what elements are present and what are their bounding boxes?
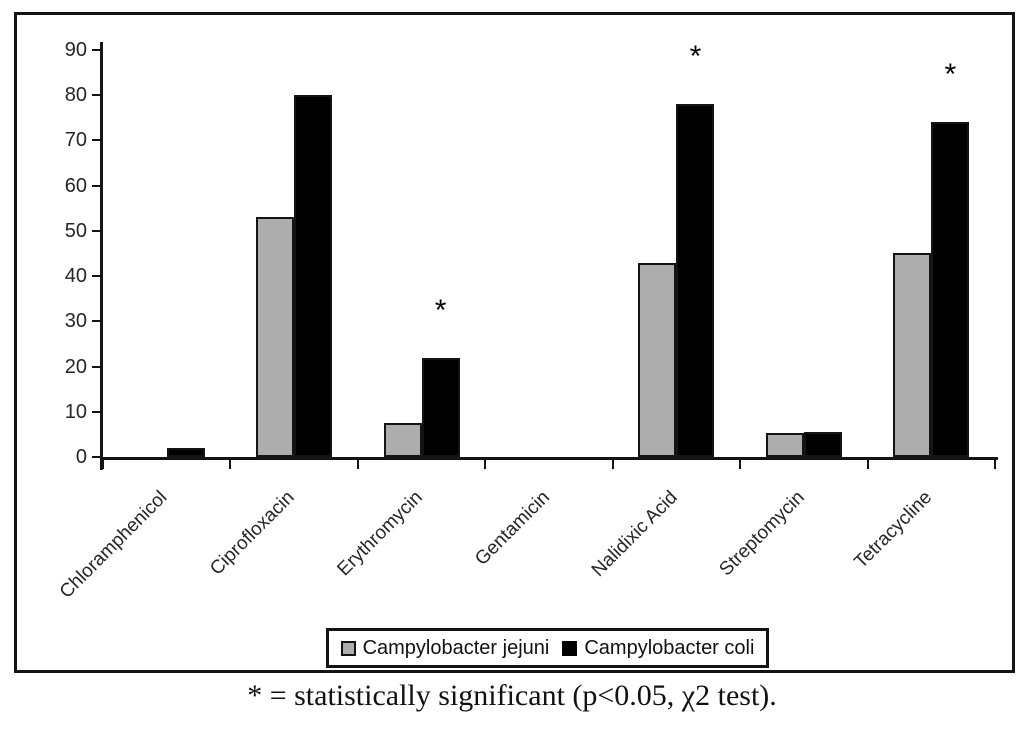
y-axis-tick-label: 30 bbox=[64, 310, 87, 333]
y-axis-tick-label: 20 bbox=[64, 355, 87, 378]
bar-coli-1 bbox=[294, 95, 333, 457]
legend-label-coli: Campylobacter coli bbox=[584, 636, 755, 659]
y-axis-tick-label: 10 bbox=[64, 400, 87, 423]
bar-jejuni-5 bbox=[765, 433, 804, 457]
bar-coli-4 bbox=[676, 104, 715, 457]
x-axis-label-1: Ciprofloxacin bbox=[206, 487, 300, 580]
y-axis-tick bbox=[92, 410, 101, 413]
bar-coli-2 bbox=[421, 358, 460, 457]
bar-jejuni-4 bbox=[638, 263, 677, 457]
bar-jejuni-6 bbox=[893, 253, 932, 457]
x-axis-label-6: Tetracycline bbox=[850, 487, 937, 573]
y-axis-tick-label: 60 bbox=[64, 174, 87, 197]
y-axis-tick-label: 0 bbox=[75, 446, 87, 468]
legend-label-jejuni: Campylobacter jejuni bbox=[362, 636, 550, 659]
bar-coli-5 bbox=[803, 432, 842, 457]
y-axis-tick bbox=[92, 320, 101, 323]
y-axis-tick bbox=[92, 275, 101, 278]
y-axis-tick bbox=[92, 94, 101, 97]
x-axis-label-5: Streptomycin bbox=[715, 487, 809, 581]
y-axis-tick bbox=[92, 49, 101, 51]
y-axis-tick bbox=[92, 139, 101, 142]
y-axis-tick-label: 80 bbox=[64, 84, 87, 107]
x-axis-label-4: Nalidixic Acid bbox=[587, 487, 682, 582]
y-axis-line bbox=[100, 42, 103, 470]
legend-swatch-jejuni bbox=[340, 640, 356, 656]
significance-star-2: * bbox=[434, 293, 447, 327]
x-axis-tick bbox=[611, 457, 614, 469]
x-axis-line bbox=[100, 457, 998, 460]
y-axis-tick-label: 90 bbox=[64, 39, 87, 61]
y-axis-tick bbox=[92, 365, 101, 368]
x-axis-label-3: Gentamicin bbox=[471, 487, 554, 570]
y-axis-tick bbox=[92, 184, 101, 187]
x-axis-tick bbox=[866, 457, 869, 469]
figure-frame: 0 10 20 30 40 50 60 70 80 90 Chloramphenicol Ciprof… bbox=[14, 12, 1015, 673]
y-axis-tick-label: 70 bbox=[64, 129, 87, 152]
y-axis-tick bbox=[92, 456, 101, 458]
bar-coli-0 bbox=[166, 448, 205, 457]
significance-star-6: * bbox=[944, 58, 957, 92]
y-axis-tick bbox=[92, 229, 101, 232]
x-axis-tick bbox=[739, 457, 742, 469]
legend: Campylobacter jejuni Campylobacter coli bbox=[326, 628, 769, 668]
x-axis-tick bbox=[356, 457, 359, 469]
x-axis-tick bbox=[994, 457, 996, 469]
bar-jejuni-1 bbox=[256, 217, 295, 457]
x-axis-label-0: Chloramphenicol bbox=[55, 487, 172, 603]
bar-jejuni-2 bbox=[383, 423, 422, 457]
significance-star-4: * bbox=[689, 40, 702, 74]
x-axis-tick bbox=[484, 457, 487, 469]
x-axis-label-2: Erythromycin bbox=[333, 487, 427, 581]
legend-swatch-coli bbox=[562, 640, 578, 656]
y-axis-tick-label: 40 bbox=[64, 265, 87, 288]
figure-caption: * = statistically significant (p<0.05, χ… bbox=[247, 679, 777, 712]
x-axis-tick bbox=[102, 457, 104, 469]
x-axis-tick bbox=[229, 457, 232, 469]
bar-coli-6 bbox=[931, 122, 970, 457]
plot-area: 0 10 20 30 40 50 60 70 80 90 Chloramphenicol Ciprof… bbox=[17, 15, 1012, 670]
y-axis-tick-label: 50 bbox=[64, 219, 87, 242]
